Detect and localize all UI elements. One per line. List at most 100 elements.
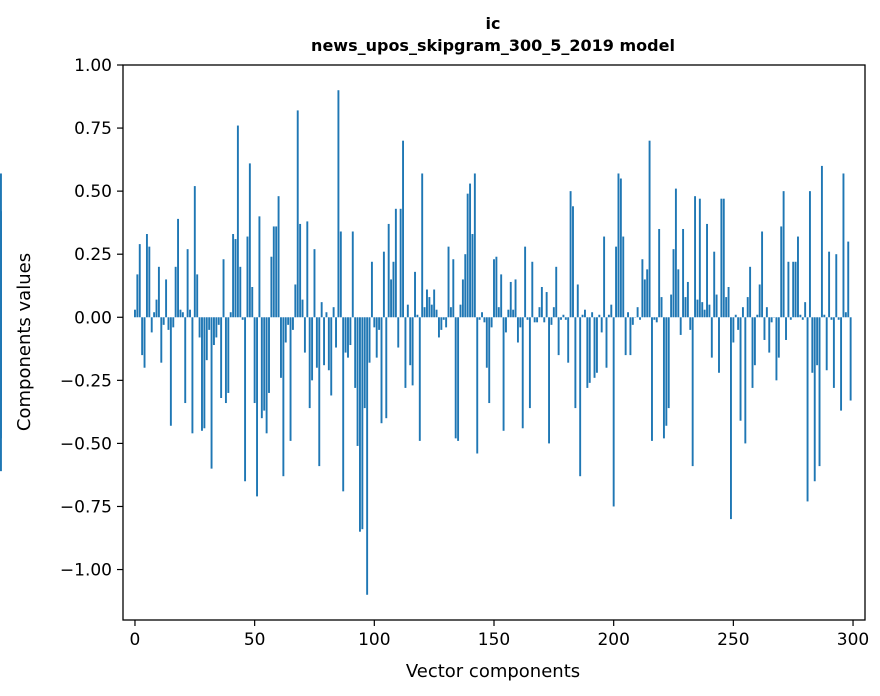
bar bbox=[536, 317, 539, 323]
bar bbox=[426, 289, 428, 318]
y-axis-ticks: −1.00 −0.75 −0.50 −0.25 0.00 0.25 0.50 0.75 1.00 bbox=[60, 56, 123, 581]
chart-subtitle: news_upos_skipgram_300_5_2019 model bbox=[311, 36, 675, 55]
bar bbox=[744, 317, 747, 444]
bar bbox=[433, 289, 436, 318]
bar bbox=[548, 317, 550, 444]
bar bbox=[263, 317, 266, 411]
bar bbox=[272, 226, 275, 318]
bar bbox=[643, 279, 646, 318]
bar bbox=[521, 317, 524, 429]
y-tick-label: 1.00 bbox=[74, 56, 112, 76]
bar bbox=[260, 317, 263, 419]
bar bbox=[775, 317, 778, 381]
bar bbox=[234, 239, 237, 318]
bar bbox=[722, 198, 725, 318]
bar bbox=[595, 317, 598, 373]
bar bbox=[351, 231, 354, 318]
bar bbox=[160, 317, 163, 363]
bar bbox=[404, 317, 407, 388]
bar bbox=[528, 317, 531, 409]
bar bbox=[392, 261, 395, 318]
bar bbox=[667, 317, 670, 409]
bar bbox=[584, 309, 586, 318]
bar bbox=[0, 211, 2, 318]
bar bbox=[615, 246, 618, 318]
bar bbox=[631, 317, 634, 325]
bar bbox=[442, 317, 445, 320]
bar bbox=[275, 226, 278, 318]
bar bbox=[658, 228, 661, 318]
bar bbox=[318, 317, 321, 467]
bar bbox=[241, 317, 244, 320]
bar bbox=[217, 317, 220, 325]
bar bbox=[576, 284, 579, 318]
bar bbox=[806, 317, 809, 502]
bar bbox=[785, 317, 787, 340]
bar bbox=[574, 317, 577, 409]
bar bbox=[311, 317, 314, 381]
bar bbox=[746, 297, 749, 318]
bar bbox=[342, 317, 345, 492]
x-axis-ticks: 0 50 100 150 200 250 300 bbox=[130, 620, 869, 650]
bar bbox=[471, 234, 474, 318]
bar bbox=[710, 317, 713, 358]
chart-title: ic bbox=[486, 14, 501, 33]
bar bbox=[797, 236, 799, 318]
bar bbox=[461, 279, 464, 318]
bar bbox=[485, 317, 488, 368]
bar bbox=[454, 317, 457, 439]
bar bbox=[246, 236, 249, 318]
bar bbox=[220, 317, 223, 398]
bar bbox=[670, 294, 673, 318]
bar bbox=[718, 317, 720, 373]
bar bbox=[761, 231, 764, 318]
bar bbox=[469, 183, 472, 318]
bar bbox=[335, 317, 337, 348]
y-tick-label: −1.00 bbox=[60, 561, 112, 581]
bar bbox=[409, 317, 412, 366]
bar bbox=[256, 317, 258, 497]
bar bbox=[694, 196, 697, 318]
bar bbox=[258, 216, 261, 318]
bar bbox=[799, 314, 802, 318]
bar bbox=[155, 299, 158, 318]
bar bbox=[804, 302, 807, 318]
bar bbox=[306, 221, 309, 318]
bar bbox=[835, 254, 838, 318]
bar bbox=[402, 140, 404, 318]
bar bbox=[363, 317, 366, 409]
bar bbox=[213, 317, 215, 346]
bar bbox=[181, 312, 184, 318]
bar bbox=[703, 309, 706, 318]
bar bbox=[593, 317, 596, 378]
bar bbox=[813, 317, 816, 482]
bar bbox=[777, 317, 780, 358]
bar bbox=[327, 317, 330, 371]
bar bbox=[660, 297, 663, 318]
bar bbox=[624, 317, 627, 356]
bar bbox=[167, 317, 170, 330]
bar bbox=[524, 246, 527, 318]
bar bbox=[545, 292, 548, 318]
bar bbox=[308, 317, 311, 409]
bar bbox=[825, 317, 828, 371]
bar bbox=[607, 314, 610, 318]
bar bbox=[837, 317, 840, 320]
bar bbox=[296, 110, 299, 318]
bar bbox=[555, 266, 558, 318]
bar bbox=[437, 317, 440, 338]
bar bbox=[208, 317, 211, 330]
bar bbox=[828, 251, 831, 318]
bar bbox=[143, 317, 146, 368]
bar bbox=[497, 307, 500, 318]
bar bbox=[394, 208, 397, 318]
bar bbox=[816, 317, 819, 366]
y-tick-label: −0.50 bbox=[60, 434, 112, 454]
bar bbox=[136, 274, 139, 318]
bar bbox=[533, 317, 536, 323]
bar bbox=[397, 317, 400, 348]
bar bbox=[313, 249, 316, 318]
bar bbox=[473, 173, 476, 318]
bar bbox=[284, 317, 287, 343]
bar bbox=[538, 307, 541, 318]
